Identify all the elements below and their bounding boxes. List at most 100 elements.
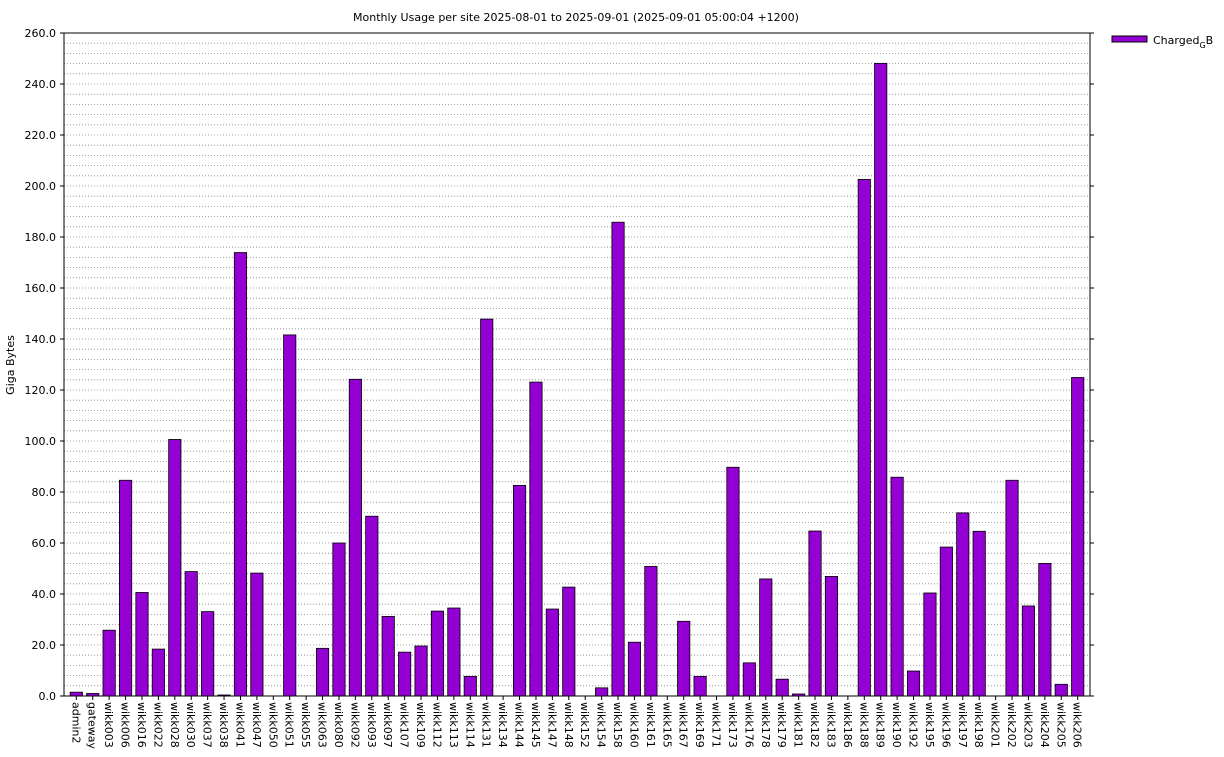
- x-tick-label: wikk201: [989, 702, 1002, 748]
- x-tick-label: wikk006: [119, 702, 132, 748]
- bar-wikk205: [1054, 683, 1068, 697]
- x-tick-label: wikk055: [299, 702, 312, 748]
- y-tick-label: 260.0: [25, 27, 57, 40]
- bar-wikk167: [677, 620, 691, 697]
- y-tick-label: 200.0: [25, 180, 57, 193]
- y-tick-label: 120.0: [25, 384, 57, 397]
- x-tick-label: wikk189: [874, 702, 887, 748]
- x-tick-label: wikk131: [480, 702, 493, 748]
- bar-wikk169: [693, 675, 707, 697]
- x-tick-label: wikk047: [250, 702, 263, 748]
- bar-wikk206: [1071, 377, 1085, 697]
- bar-wikk109: [414, 645, 428, 697]
- y-axis: 0.0 20.0 40.0 60.0 80.0 100.0 120.0 140.0 160.0 1…: [25, 27, 1094, 703]
- bar-wikk080: [332, 542, 346, 697]
- x-tick-label: wikk178: [759, 702, 772, 748]
- bar-wikk016: [135, 592, 149, 697]
- x-tick-label: admin2: [69, 702, 82, 743]
- bar-wikk196: [939, 546, 953, 697]
- x-tick-label: wikk092: [348, 702, 361, 748]
- x-tick-label: wikk154: [595, 702, 608, 748]
- chart-title: Monthly Usage per site 2025-08-01 to 202…: [353, 11, 799, 24]
- x-tick-label: wikk134: [496, 702, 509, 748]
- bar-wikk107: [398, 651, 412, 697]
- bar-wikk197: [956, 512, 970, 697]
- x-tick-label: wikk030: [184, 702, 197, 748]
- bar-wikk161: [644, 566, 658, 697]
- bar-wikk113: [447, 607, 461, 697]
- x-tick-label: wikk179: [775, 702, 788, 748]
- y-tick-label: 40.0: [32, 588, 57, 601]
- y-tick-label: 60.0: [32, 537, 57, 550]
- bar-wikk114: [463, 675, 477, 697]
- bar-wikk189: [874, 62, 888, 697]
- bar-wikk154: [595, 687, 609, 697]
- x-tick-label: wikk183: [824, 702, 837, 748]
- bar-wikk006: [119, 479, 133, 697]
- bar-wikk204: [1038, 563, 1052, 697]
- bar-wikk063: [315, 647, 330, 697]
- x-tick-label: wikk145: [529, 702, 542, 748]
- x-tick-label: wikk196: [939, 702, 952, 748]
- y-tick-label: 180.0: [25, 231, 57, 244]
- x-tick-label: wikk041: [233, 702, 246, 748]
- grid-lines: [64, 42, 1090, 687]
- x-tick-label: wikk080: [332, 702, 345, 748]
- bar-wikk158: [611, 221, 625, 697]
- x-tick-label: wikk113: [447, 702, 460, 748]
- x-tick-label: wikk147: [545, 702, 558, 748]
- x-tick-label: wikk206: [1071, 702, 1084, 748]
- x-tick-label: wikk205: [1054, 702, 1067, 748]
- bar-wikk028: [168, 439, 182, 697]
- x-tick-label: wikk022: [151, 702, 164, 748]
- bar-wikk202: [1005, 479, 1019, 697]
- bar-wikk195: [923, 592, 937, 697]
- bar-wikk147: [545, 608, 559, 697]
- x-tick-label: wikk097: [381, 702, 394, 748]
- legend-subscript: G: [1199, 41, 1205, 50]
- x-tick-label: wikk188: [857, 702, 870, 748]
- legend-label: ChargedGB: [1153, 34, 1213, 50]
- bar-wikk188: [857, 178, 871, 697]
- bar-wikk093: [365, 515, 379, 697]
- bar-wikk203: [1021, 605, 1035, 697]
- y-tick-label: 160.0: [25, 282, 57, 295]
- bar-wikk144: [512, 484, 527, 697]
- bar-wikk160: [627, 641, 642, 697]
- x-tick-label: wikk190: [890, 702, 903, 748]
- y-tick-label: 240.0: [25, 78, 57, 91]
- x-tick-label: wikk063: [316, 702, 329, 748]
- bar-wikk030: [184, 571, 198, 697]
- bar-admin2: [69, 691, 83, 697]
- y-tick-label: 100.0: [25, 435, 57, 448]
- legend-swatch: [1111, 35, 1148, 43]
- y-tick-label: 220.0: [25, 129, 57, 142]
- bar-wikk179: [775, 678, 789, 697]
- x-tick-label: gateway: [86, 702, 99, 750]
- x-tick-label: wikk107: [398, 702, 411, 748]
- bar-wikk037: [201, 611, 215, 697]
- x-tick-label: wikk195: [923, 702, 936, 748]
- y-tick-label: 0.0: [39, 690, 57, 703]
- bar-wikk178: [759, 578, 773, 697]
- bar-wikk173: [726, 466, 740, 697]
- x-tick-label: wikk203: [1021, 702, 1034, 748]
- bar-wikk145: [529, 381, 543, 697]
- bar-wikk198: [972, 530, 986, 697]
- x-tick-label: wikk051: [283, 702, 296, 748]
- x-tick-label: wikk114: [463, 702, 476, 748]
- x-tick-label: wikk167: [677, 702, 690, 748]
- x-tick-label: wikk173: [726, 702, 739, 748]
- bar-wikk190: [890, 476, 904, 697]
- x-axis: admin2 gateway wikk003 wikk006 wikk016 wikk02…: [69, 696, 1084, 750]
- x-tick-label: wikk182: [808, 702, 821, 748]
- x-tick-label: wikk148: [562, 702, 575, 748]
- x-tick-label: wikk197: [956, 702, 969, 748]
- bar-wikk112: [430, 610, 445, 697]
- x-tick-label: wikk028: [168, 702, 181, 748]
- plot-frame: [63, 32, 1091, 697]
- x-tick-label: wikk202: [1005, 702, 1018, 748]
- x-tick-label: wikk186: [841, 702, 854, 748]
- legend-name: Charged: [1153, 34, 1199, 47]
